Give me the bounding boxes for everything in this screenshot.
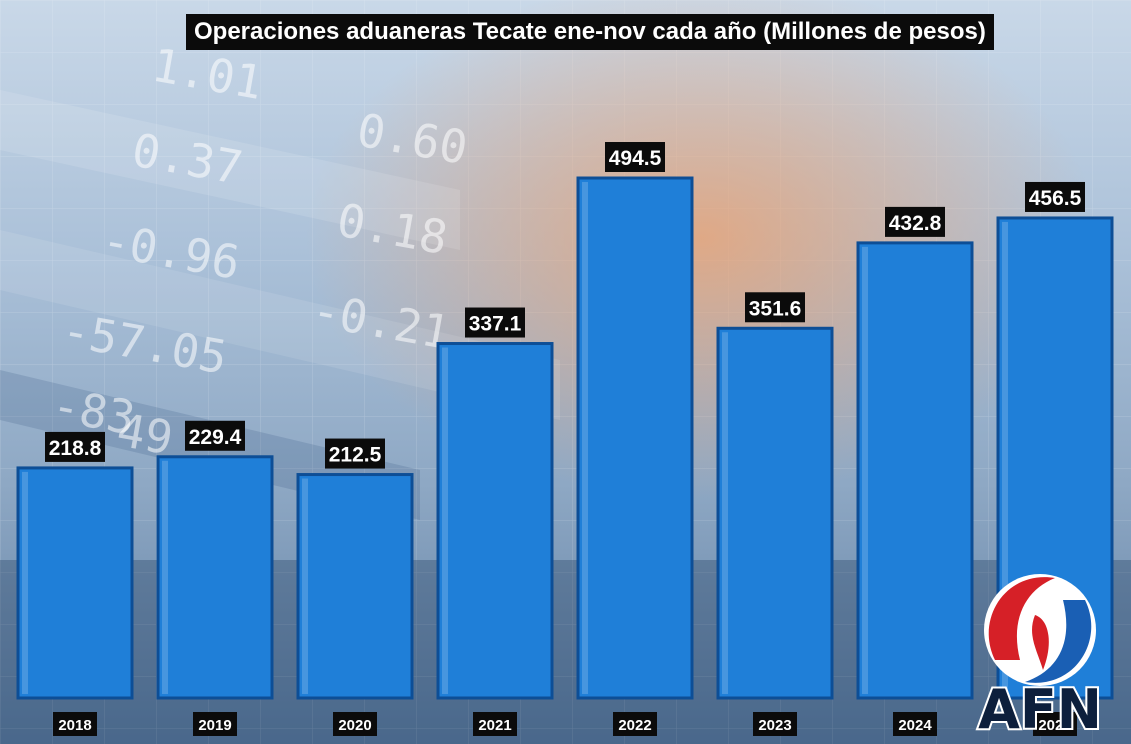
x-tick-bg [1033, 712, 1077, 736]
data-label-bg [185, 420, 245, 451]
bar-2022 [576, 176, 694, 700]
logo-blue-swoosh [1025, 600, 1092, 683]
bar-highlight [22, 471, 28, 694]
data-label-bg [465, 307, 525, 338]
bar-highlight [582, 182, 588, 694]
bar-2018 [16, 466, 134, 700]
bar-highlight [442, 347, 448, 694]
x-tick-bg [893, 712, 937, 736]
data-label: 494.5 [609, 147, 662, 170]
bar-2024 [856, 241, 974, 700]
bar-2020 [296, 473, 414, 700]
bar-highlight [162, 460, 168, 694]
x-tick-bg [753, 712, 797, 736]
x-tick-label: 2020 [338, 717, 371, 734]
x-tick-label: 2022 [618, 717, 651, 734]
data-label-bg [745, 292, 805, 323]
x-tick-label: 2021 [478, 717, 511, 734]
data-label: 432.8 [889, 212, 942, 235]
bar-highlight [1002, 221, 1008, 694]
afn-logo: AFN [976, 574, 1104, 735]
data-label: 212.5 [329, 444, 382, 467]
x-tick-label: 2024 [898, 717, 932, 734]
x-tick-bg [193, 712, 237, 736]
bar-2019 [156, 455, 274, 700]
bar-highlight [302, 478, 308, 694]
data-label: 351.6 [749, 297, 802, 320]
data-label-bg [45, 431, 105, 462]
x-tick-label: 2019 [198, 717, 231, 734]
x-tick-bg [333, 712, 377, 736]
data-label-bg [885, 206, 945, 237]
bar-highlight [722, 332, 728, 694]
logo-red-swoosh [988, 577, 1055, 660]
data-label: 229.4 [189, 426, 242, 449]
data-label: 456.5 [1029, 187, 1082, 210]
data-label: 218.8 [49, 437, 102, 460]
data-label-bg [605, 142, 665, 173]
data-label-bg [1025, 181, 1085, 212]
bar-highlight [862, 246, 868, 694]
x-tick-bg [613, 712, 657, 736]
x-tick-label: 2023 [758, 717, 791, 734]
logo-center-swoosh [1032, 615, 1049, 670]
bar-2021 [436, 342, 554, 700]
x-tick-label: 2018 [58, 717, 91, 734]
x-tick-bg [473, 712, 517, 736]
ticker-number: 49 [113, 403, 177, 466]
chart-title: Operaciones aduaneras Tecate ene-nov cad… [186, 14, 994, 50]
data-label-bg [325, 438, 385, 469]
x-tick-bg [53, 712, 97, 736]
data-label: 337.1 [469, 313, 522, 336]
bar-2023 [716, 326, 834, 700]
x-tick-label: 2025 [1038, 717, 1071, 734]
logo-text: AFN [978, 678, 1102, 735]
